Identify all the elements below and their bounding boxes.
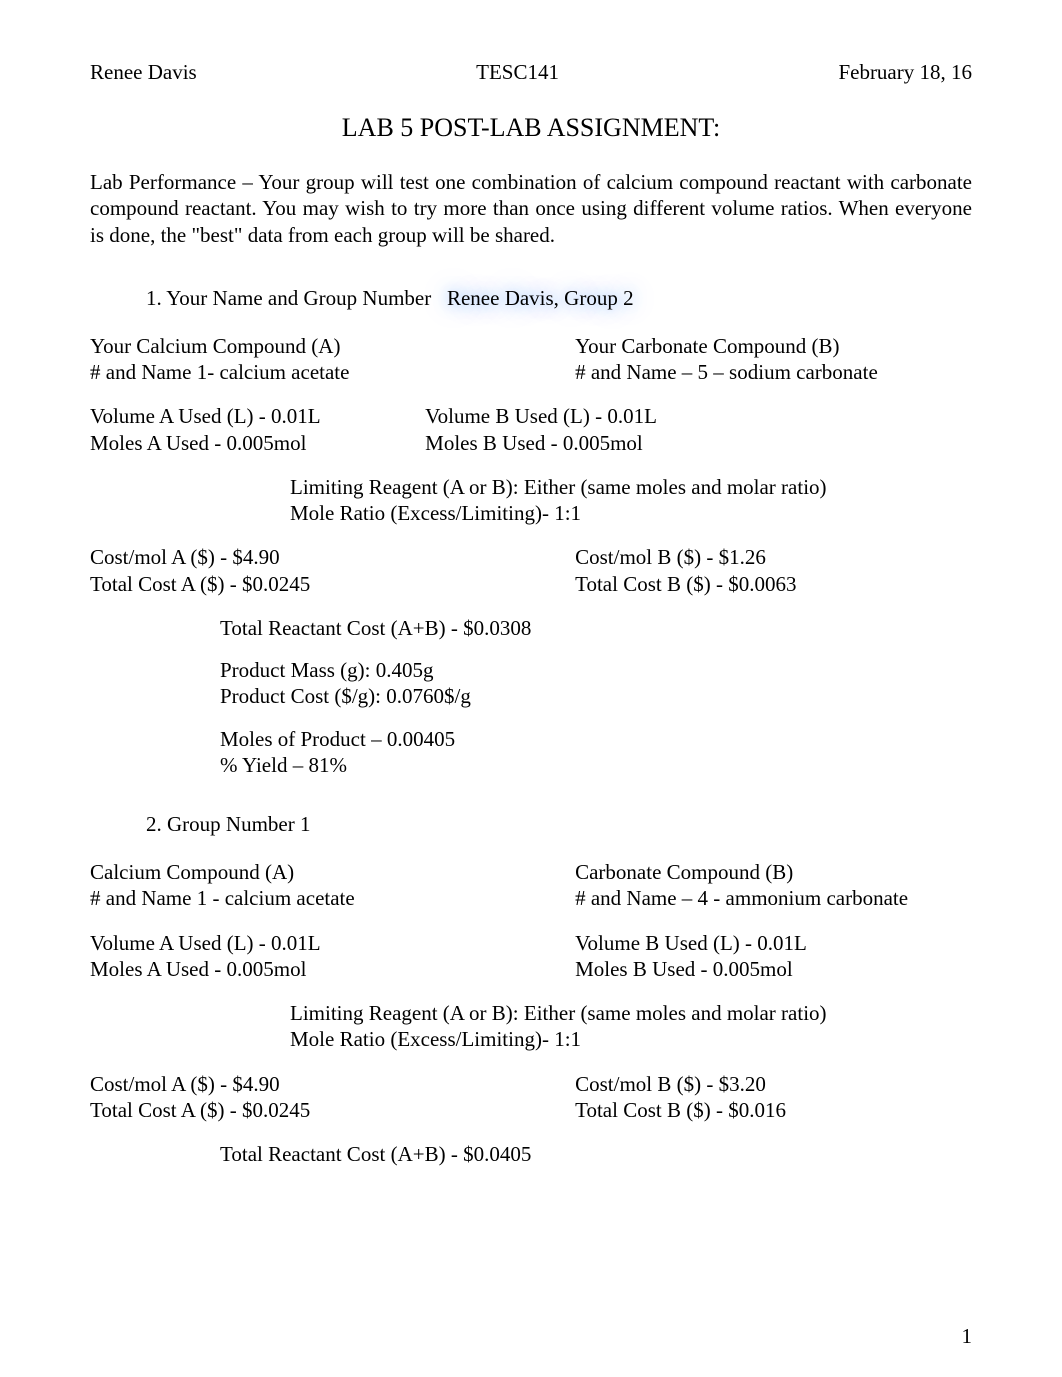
compoundA-label: Calcium Compound (A)	[90, 859, 575, 885]
section1-yield-block: Moles of Product – 0.00405 % Yield – 81%	[220, 726, 972, 779]
section1-costA: Cost/mol A ($) - $4.90 Total Cost A ($) …	[90, 544, 575, 597]
volA-label: Volume A Used (L) - 0.01L	[90, 403, 425, 429]
compoundA-name: # and Name 1- calcium acetate	[90, 359, 575, 385]
section2-totalreactant: Total Reactant Cost (A+B) - $0.0405	[220, 1141, 972, 1167]
header-author: Renee Davis	[90, 60, 197, 85]
section1-product-block: Product Mass (g): 0.405g Product Cost ($…	[220, 657, 972, 710]
compoundB-label: Carbonate Compound (B)	[575, 859, 972, 885]
section1-heading: 1. Your Name and Group Number Renee Davi…	[146, 286, 972, 311]
molB-label: Moles B Used - 0.005mol	[575, 956, 972, 982]
section1-volume-row: Volume A Used (L) - 0.01L Moles A Used -…	[90, 403, 972, 456]
costmolA: Cost/mol A ($) - $4.90	[90, 1071, 575, 1097]
section1-value: Renee Davis, Group 2	[447, 286, 634, 310]
section1-compoundB: Your Carbonate Compound (B) # and Name –…	[575, 333, 972, 386]
totalcostA: Total Cost A ($) - $0.0245	[90, 1097, 575, 1123]
section1-volB: Volume B Used (L) - 0.01L Moles B Used -…	[425, 403, 972, 456]
compoundA-name: # and Name 1 - calcium acetate	[90, 885, 575, 911]
compoundB-label: Your Carbonate Compound (B)	[575, 333, 972, 359]
intro-paragraph: Lab Performance – Your group will test o…	[90, 169, 972, 248]
section2-costB: Cost/mol B ($) - $3.20 Total Cost B ($) …	[575, 1071, 972, 1124]
costmolA: Cost/mol A ($) - $4.90	[90, 544, 575, 570]
section1-costB: Cost/mol B ($) - $1.26 Total Cost B ($) …	[575, 544, 972, 597]
section2-compound-row: Calcium Compound (A) # and Name 1 - calc…	[90, 859, 972, 912]
section1-compound-row: Your Calcium Compound (A) # and Name 1- …	[90, 333, 972, 386]
limiting-reagent: Limiting Reagent (A or B): Either (same …	[290, 474, 972, 500]
product-cost: Product Cost ($/g): 0.0760$/g	[220, 683, 972, 709]
section1-volA: Volume A Used (L) - 0.01L Moles A Used -…	[90, 403, 425, 456]
section1-totalreactant: Total Reactant Cost (A+B) - $0.0308	[220, 615, 972, 641]
volA-label: Volume A Used (L) - 0.01L	[90, 930, 575, 956]
molA-label: Moles A Used - 0.005mol	[90, 430, 425, 456]
mole-ratio: Mole Ratio (Excess/Limiting)- 1:1	[290, 1026, 972, 1052]
costmolB: Cost/mol B ($) - $3.20	[575, 1071, 972, 1097]
section1-label: 1. Your Name and Group Number	[146, 286, 431, 310]
page-number: 1	[962, 1324, 973, 1349]
section2-costA: Cost/mol A ($) - $4.90 Total Cost A ($) …	[90, 1071, 575, 1124]
header-course: TESC141	[476, 60, 559, 85]
section2-compoundA: Calcium Compound (A) # and Name 1 - calc…	[90, 859, 575, 912]
moles-product: Moles of Product – 0.00405	[220, 726, 972, 752]
totalreactant: Total Reactant Cost (A+B) - $0.0308	[220, 615, 972, 641]
section2-compoundB: Carbonate Compound (B) # and Name – 4 - …	[575, 859, 972, 912]
section1-cost-row: Cost/mol A ($) - $4.90 Total Cost A ($) …	[90, 544, 972, 597]
totalcostB: Total Cost B ($) - $0.016	[575, 1097, 972, 1123]
section2-limiting-block: Limiting Reagent (A or B): Either (same …	[290, 1000, 972, 1053]
section1-compoundA: Your Calcium Compound (A) # and Name 1- …	[90, 333, 575, 386]
section2-volB: Volume B Used (L) - 0.01L Moles B Used -…	[575, 930, 972, 983]
costmolB: Cost/mol B ($) - $1.26	[575, 544, 972, 570]
limiting-reagent: Limiting Reagent (A or B): Either (same …	[290, 1000, 972, 1026]
totalreactant: Total Reactant Cost (A+B) - $0.0405	[220, 1141, 972, 1167]
section1-limiting-block: Limiting Reagent (A or B): Either (same …	[290, 474, 972, 527]
molB-label: Moles B Used - 0.005mol	[425, 430, 972, 456]
page-title: LAB 5 POST-LAB ASSIGNMENT:	[90, 113, 972, 143]
running-header: Renee Davis TESC141 February 18, 16	[90, 60, 972, 85]
compoundB-name: # and Name – 5 – sodium carbonate	[575, 359, 972, 385]
molA-label: Moles A Used - 0.005mol	[90, 956, 575, 982]
section2-volA: Volume A Used (L) - 0.01L Moles A Used -…	[90, 930, 575, 983]
product-mass: Product Mass (g): 0.405g	[220, 657, 972, 683]
totalcostB: Total Cost B ($) - $0.0063	[575, 571, 972, 597]
section2-volume-row: Volume A Used (L) - 0.01L Moles A Used -…	[90, 930, 972, 983]
volB-label: Volume B Used (L) - 0.01L	[575, 930, 972, 956]
header-date: February 18, 16	[838, 60, 972, 85]
compoundB-name: # and Name – 4 - ammonium carbonate	[575, 885, 972, 911]
section2-cost-row: Cost/mol A ($) - $4.90 Total Cost A ($) …	[90, 1071, 972, 1124]
compoundA-label: Your Calcium Compound (A)	[90, 333, 575, 359]
percent-yield: % Yield – 81%	[220, 752, 972, 778]
volB-label: Volume B Used (L) - 0.01L	[425, 403, 972, 429]
totalcostA: Total Cost A ($) - $0.0245	[90, 571, 575, 597]
mole-ratio: Mole Ratio (Excess/Limiting)- 1:1	[290, 500, 972, 526]
section2-heading: 2. Group Number 1	[146, 812, 972, 837]
